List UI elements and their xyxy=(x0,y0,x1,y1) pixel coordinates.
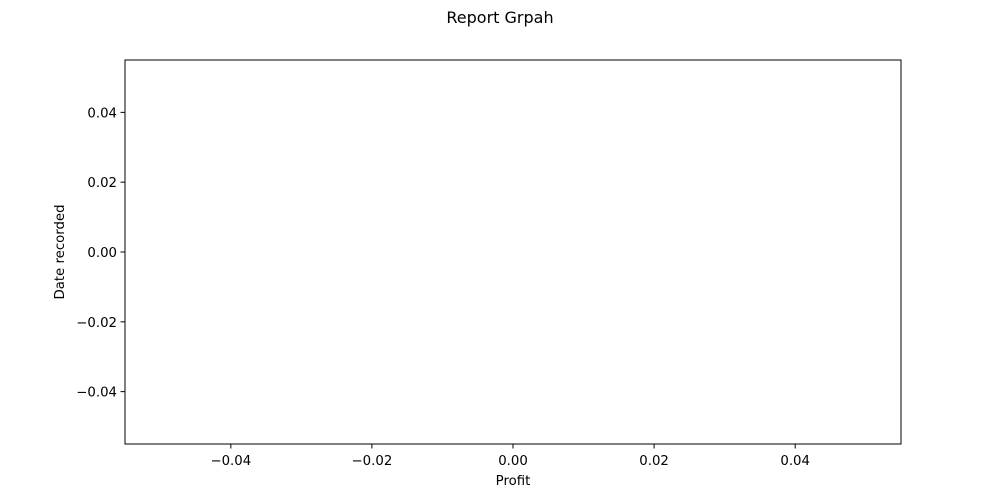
x-axis-ticks: −0.04 −0.02 0.00 0.02 0.04 xyxy=(210,444,810,469)
y-tick-label: 0.00 xyxy=(87,246,117,261)
x-axis-label: Profit xyxy=(496,474,531,489)
y-axis-label: Date recorded xyxy=(53,204,68,299)
y-tick-label: −0.02 xyxy=(76,316,117,331)
y-tick-label: 0.04 xyxy=(87,106,117,121)
x-tick-label: 0.04 xyxy=(780,454,810,469)
y-tick-label: 0.02 xyxy=(87,176,117,191)
x-tick-label: −0.04 xyxy=(210,454,251,469)
y-tick-label: −0.04 xyxy=(76,386,117,401)
x-tick-label: 0.02 xyxy=(639,454,669,469)
x-tick-label: −0.02 xyxy=(352,454,393,469)
plot-area-frame xyxy=(124,59,902,445)
x-tick-label: 0.00 xyxy=(498,454,528,469)
chart-title: Report Grpah xyxy=(446,8,553,27)
y-axis-ticks: 0.04 0.02 0.00 −0.02 −0.04 xyxy=(76,106,125,401)
